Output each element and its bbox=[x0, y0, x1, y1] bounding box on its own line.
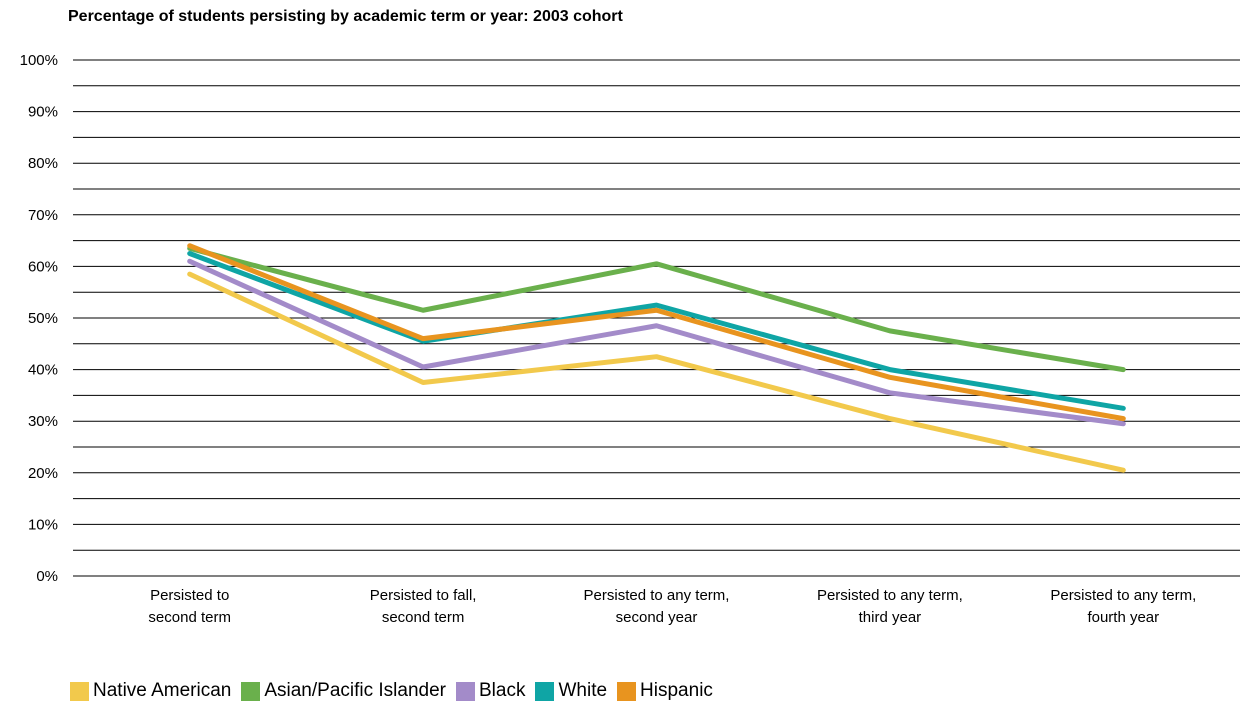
legend-item: White bbox=[535, 680, 607, 702]
legend-item: Native American bbox=[70, 680, 231, 702]
y-tick-label: 0% bbox=[36, 568, 58, 585]
legend-item: Asian/Pacific Islander bbox=[241, 680, 446, 702]
legend-label: Black bbox=[479, 680, 526, 701]
chart-title: Percentage of students persisting by aca… bbox=[68, 8, 623, 25]
y-tick-label: 10% bbox=[28, 516, 58, 533]
x-tick-label: Persisted to any term, fourth year bbox=[1050, 587, 1196, 626]
y-tick-label: 100% bbox=[20, 52, 58, 69]
y-axis-ticks: 0% 10% 20% 30% 40% 50% 60% 70% 80% 90% 100% bbox=[20, 52, 58, 585]
series-line-black bbox=[187, 258, 1126, 427]
legend-swatch bbox=[241, 681, 261, 701]
x-tick-label: Persisted to any term, second year bbox=[584, 587, 730, 626]
y-tick-label: 90% bbox=[28, 104, 58, 121]
y-tick-label: 80% bbox=[28, 155, 58, 172]
x-axis-ticks: Persisted to second term Persisted to fall… bbox=[148, 587, 1196, 626]
y-tick-label: 30% bbox=[28, 413, 58, 430]
legend-swatch bbox=[617, 681, 637, 701]
series-line-white bbox=[187, 251, 1126, 411]
legend-label: Hispanic bbox=[640, 680, 713, 701]
series-lines bbox=[187, 243, 1126, 473]
legend-label: White bbox=[558, 680, 608, 701]
y-tick-label: 40% bbox=[28, 362, 58, 379]
legend-label: Native American bbox=[93, 680, 232, 701]
legend-swatch bbox=[70, 681, 89, 701]
series-line-native-american bbox=[187, 271, 1126, 473]
x-tick-label: Persisted to fall, second term bbox=[370, 587, 477, 626]
legend-swatch bbox=[456, 681, 475, 701]
legend: Native American Asian/Pacific Islander Bla… bbox=[70, 680, 723, 702]
gridlines bbox=[73, 59, 1240, 577]
y-tick-label: 70% bbox=[28, 207, 58, 224]
x-tick-label: Persisted to second term bbox=[148, 587, 231, 626]
y-tick-label: 60% bbox=[28, 258, 58, 275]
series-line-asian-pacific-islander bbox=[187, 245, 1126, 373]
y-tick-label: 50% bbox=[28, 310, 58, 327]
legend-item: Black bbox=[456, 680, 525, 702]
legend-label: Asian/Pacific Islander bbox=[264, 680, 446, 701]
series-line-hispanic bbox=[187, 243, 1126, 422]
y-tick-label: 20% bbox=[28, 465, 58, 482]
legend-swatch bbox=[535, 681, 555, 701]
line-chart: 0% 10% 20% 30% 40% 50% 60% 70% 80% 90% 100% Persis… bbox=[20, 52, 1240, 626]
legend-item: Hispanic bbox=[617, 680, 713, 702]
x-tick-label: Persisted to any term, third year bbox=[817, 587, 963, 626]
